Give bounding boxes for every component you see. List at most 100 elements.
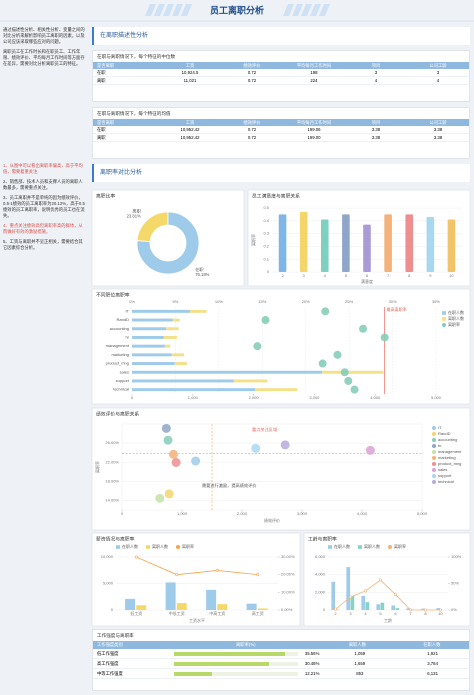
legend-label: 离职率 [394, 543, 406, 549]
bar-segment [171, 353, 185, 357]
legend-label: 离职人数 [364, 543, 380, 549]
cell: 1,659 [354, 661, 366, 666]
x-tick-label: 5 [379, 611, 382, 616]
legend-label: 在职人数 [334, 543, 350, 549]
y-tick-label: 0.5 [263, 205, 269, 210]
bar [376, 604, 381, 610]
annotation: 重点关注区域 [252, 426, 278, 433]
legend-swatch [432, 468, 436, 472]
legend-swatch [432, 426, 436, 430]
x-tick-label: 8 [424, 611, 427, 616]
x-tick-label: 5 [345, 273, 348, 278]
x-tick-label: 7 [409, 611, 412, 616]
line [335, 579, 441, 611]
cell: 3 [374, 70, 378, 75]
bar [405, 214, 414, 272]
bar [361, 595, 366, 610]
bar-segment [132, 362, 175, 366]
y-tick-label: hr [125, 335, 129, 340]
table-header: 是否离职 工资 绩效评价 平均每月工作时间 项目 公司工龄 [93, 119, 469, 126]
legend-swatch [328, 545, 332, 549]
cell: 1,921 [427, 651, 438, 656]
bar-segment [132, 370, 323, 374]
y-tick-label: 0.4 [263, 218, 269, 223]
legend-swatch [432, 480, 436, 484]
header-cell: 平均每月工作时间 [296, 63, 332, 68]
chart-title: 绩效评价与离职关系 [96, 410, 139, 417]
line-point [378, 578, 382, 582]
y-tick-label: 0.1 [263, 256, 269, 261]
note: 离职员工在工作时长和在职员工、工作年限、绩效评价、平均每月工作时间等方面存在差异… [3, 49, 85, 66]
y-tick-label: 0.3 [263, 231, 269, 236]
slice-category: 在职 [195, 266, 203, 273]
bar [391, 605, 396, 610]
legend-swatch [442, 311, 446, 315]
y-tick-label: RandD [117, 317, 130, 322]
chart-panel [91, 288, 471, 405]
header-cell: 项目 [371, 120, 381, 125]
header-stripes [145, 4, 330, 16]
cell: 853 [356, 671, 364, 676]
bar [136, 605, 147, 610]
rate-label: 12.21% [304, 671, 320, 676]
x-tick-label: 6 [366, 273, 369, 278]
y-tick-label: accounting [110, 326, 129, 331]
chart-panel [91, 532, 301, 627]
x-tick-label: 5,000 [417, 511, 428, 516]
x-tick-label: 高工资 [252, 610, 264, 616]
legend-swatch [432, 450, 436, 454]
y-tick-label: 0 [111, 607, 114, 612]
y-tick-label: 5,000 [103, 581, 114, 586]
table-title: 在职与离职情况下，每个特征的中位数 [97, 54, 176, 59]
plot-frame [121, 423, 423, 511]
chart-title: 员工满意度与离职关系 [252, 192, 300, 199]
finding: 4、重点关注绩效高但离职率高的群体，从而做好有效的激励措施。 [3, 223, 83, 234]
x-tick-label: 3,000 [297, 511, 308, 516]
y-tick-label: product_mng [106, 361, 129, 366]
bar [246, 603, 257, 610]
y-tick-label: 6,000 [315, 554, 326, 559]
x-axis-label: 绩效评价 [264, 517, 280, 523]
bar-segment [163, 335, 177, 339]
bar [365, 602, 370, 610]
header-cell: 是否离职 [97, 120, 115, 125]
legend-label: 在职人数 [122, 543, 138, 549]
line-point [363, 589, 367, 593]
line-point [256, 573, 260, 577]
legend-swatch [432, 474, 436, 478]
point [365, 445, 375, 455]
bar [331, 581, 336, 610]
x-tick-label: 2,000 [237, 511, 248, 516]
cell: 1,059 [354, 651, 366, 656]
bar [342, 214, 350, 272]
bar [299, 211, 308, 272]
x-tick-label: 8 [408, 273, 411, 278]
chart-panel [91, 407, 471, 531]
table-title: 工作强度与离职率 [97, 633, 134, 638]
cell: 6,131 [427, 671, 438, 676]
y-axis-label: 离职率 [94, 461, 100, 473]
header-cell: 离职人数 [348, 642, 366, 647]
table-panel: 工作强度与离职率 工作强度类别 离职率(%) 离职人数 在职人数 低工作强度 35.56% 1… [92, 629, 470, 691]
slice-label: 23.81% [127, 213, 141, 218]
header-cell: 绩效评价 [243, 120, 261, 125]
x2-tick-label: 20% [302, 299, 310, 304]
line-point [175, 573, 179, 577]
table-row: 离职 11,021 0.72 224 4 4 [93, 77, 469, 85]
cell: 3.38 [433, 135, 443, 140]
cell: 10,952.42 [180, 127, 200, 132]
x2-tick-label: 15% [258, 299, 266, 304]
cell: 0.72 [247, 135, 257, 140]
cell: 10,952.42 [180, 135, 200, 140]
legend-swatch [358, 545, 362, 549]
rate-bar [173, 651, 285, 656]
bar-segment [172, 318, 180, 322]
legend-swatch [432, 456, 436, 460]
bar-segment [132, 379, 234, 383]
header-cell: 工作强度类别 [97, 642, 123, 647]
chart-title: 工龄与离职率 [308, 535, 337, 542]
y2-tick-label: 10.00% [281, 589, 295, 594]
cell: 离职 [97, 135, 106, 140]
x-tick-label: 4,000 [357, 511, 368, 516]
rate-dot [261, 316, 270, 325]
